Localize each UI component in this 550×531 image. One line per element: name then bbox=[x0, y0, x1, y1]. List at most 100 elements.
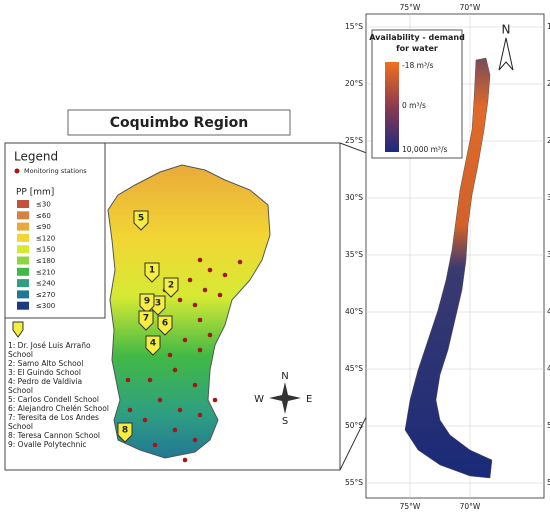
compass-s: S bbox=[282, 416, 288, 427]
lat-label-right: 25°S bbox=[547, 136, 550, 145]
station bbox=[177, 297, 183, 303]
school-marker bbox=[138, 310, 154, 331]
station bbox=[172, 367, 178, 373]
station bbox=[222, 272, 228, 278]
school-marker-label: 5 bbox=[138, 214, 144, 224]
school-marker-label: 7 bbox=[143, 314, 149, 324]
school-marker-label: 9 bbox=[144, 297, 150, 307]
station bbox=[197, 347, 203, 353]
school-marker bbox=[157, 315, 173, 336]
chile-legend-title: Availability - demand for water bbox=[369, 33, 465, 53]
lat-label: 55°S bbox=[345, 478, 363, 487]
class-swatch bbox=[17, 279, 29, 288]
school-marker-label: 6 bbox=[162, 319, 168, 329]
school-marker-label: 3 bbox=[155, 299, 161, 309]
station bbox=[127, 407, 133, 413]
lat-label-right: 15°S bbox=[547, 22, 550, 31]
station bbox=[182, 337, 188, 343]
school-label: 7: Teresita de Los Andes School bbox=[8, 413, 99, 431]
station bbox=[142, 417, 148, 423]
station bbox=[217, 292, 223, 298]
lat-label: 40°S bbox=[345, 307, 363, 316]
lat-label: 25°S bbox=[345, 136, 363, 145]
class-label: ≤210 bbox=[36, 268, 55, 276]
station bbox=[237, 259, 243, 265]
lat-label: 20°S bbox=[345, 79, 363, 88]
station bbox=[192, 302, 198, 308]
school-marker bbox=[144, 262, 160, 283]
school-marker bbox=[145, 335, 161, 356]
stations-label: Monitoring stations bbox=[24, 167, 87, 175]
station bbox=[177, 407, 183, 413]
lon-label-top: 75°W bbox=[400, 3, 421, 12]
class-label: ≤120 bbox=[36, 234, 55, 242]
station bbox=[152, 442, 158, 448]
station bbox=[192, 437, 198, 443]
station bbox=[167, 352, 173, 358]
station bbox=[147, 377, 153, 383]
lat-label-right: 35°S bbox=[547, 250, 550, 259]
school-marker bbox=[163, 277, 179, 298]
class-swatch bbox=[17, 222, 29, 231]
school-marker-label: 8 bbox=[122, 426, 128, 436]
school-marker bbox=[139, 293, 155, 314]
class-swatch bbox=[17, 290, 29, 299]
school-label: 4: Pedro de Valdivia School bbox=[8, 377, 82, 395]
lon-label-bottom: 75°W bbox=[400, 502, 421, 511]
class-swatch bbox=[17, 245, 29, 254]
compass: N E S W bbox=[254, 371, 312, 427]
compass-e: E bbox=[306, 394, 312, 405]
school-marker bbox=[117, 422, 133, 443]
class-swatch bbox=[17, 301, 29, 310]
chile-map bbox=[404, 57, 493, 479]
compass-n: N bbox=[281, 371, 288, 382]
title-box bbox=[67, 109, 291, 136]
station-symbol bbox=[14, 168, 20, 174]
lat-label: 35°S bbox=[345, 250, 363, 259]
class-swatch bbox=[17, 200, 29, 208]
north-label: N bbox=[502, 23, 511, 37]
school-label: 5: Carlos Condell School bbox=[8, 395, 99, 404]
lat-label-right: 45°S bbox=[547, 364, 550, 373]
lat-label-right: 55°S bbox=[547, 478, 550, 487]
class-label: ≤300 bbox=[36, 302, 55, 310]
chile-legend-ramp bbox=[385, 62, 399, 152]
station bbox=[157, 397, 163, 403]
station bbox=[207, 267, 213, 273]
chile-legend-label: 0 m³/s bbox=[402, 101, 426, 110]
lat-label: 30°S bbox=[345, 193, 363, 202]
station bbox=[182, 457, 188, 463]
station bbox=[172, 427, 178, 433]
school-label: 1: Dr. José Luis Arraño School bbox=[8, 341, 91, 359]
compass-w: W bbox=[254, 394, 264, 405]
school-label: 8: Teresa Cannon School bbox=[8, 431, 100, 440]
pp-title: PP [mm] bbox=[16, 188, 54, 198]
school-marker-label: 4 bbox=[150, 339, 156, 349]
school-marker bbox=[133, 210, 149, 231]
legend-title: Legend bbox=[14, 150, 58, 164]
school-label: 6: Alejandro Chelén School bbox=[8, 404, 109, 413]
lon-label-bottom: 70°W bbox=[460, 502, 481, 511]
lat-label-right: 50°S bbox=[547, 421, 550, 430]
lat-label: 45°S bbox=[345, 364, 363, 373]
class-label: ≤30 bbox=[36, 201, 51, 209]
station bbox=[207, 332, 213, 338]
school-symbol bbox=[12, 321, 24, 338]
class-label: ≤240 bbox=[36, 280, 55, 288]
lat-label-right: 30°S bbox=[547, 193, 550, 202]
lat-label-right: 40°S bbox=[547, 307, 550, 316]
class-swatch bbox=[17, 256, 29, 265]
class-label: ≤180 bbox=[36, 257, 55, 265]
station bbox=[212, 397, 218, 403]
lon-label-top: 70°W bbox=[460, 3, 481, 12]
class-label: ≤150 bbox=[36, 246, 55, 254]
school-label: 2: Samo Alto School bbox=[8, 359, 83, 368]
class-label: ≤270 bbox=[36, 291, 55, 299]
lat-label: 50°S bbox=[345, 421, 363, 430]
station bbox=[197, 257, 203, 263]
station bbox=[197, 412, 203, 418]
class-label: ≤60 bbox=[36, 212, 51, 220]
north-arrow bbox=[498, 37, 514, 71]
station bbox=[187, 277, 193, 283]
